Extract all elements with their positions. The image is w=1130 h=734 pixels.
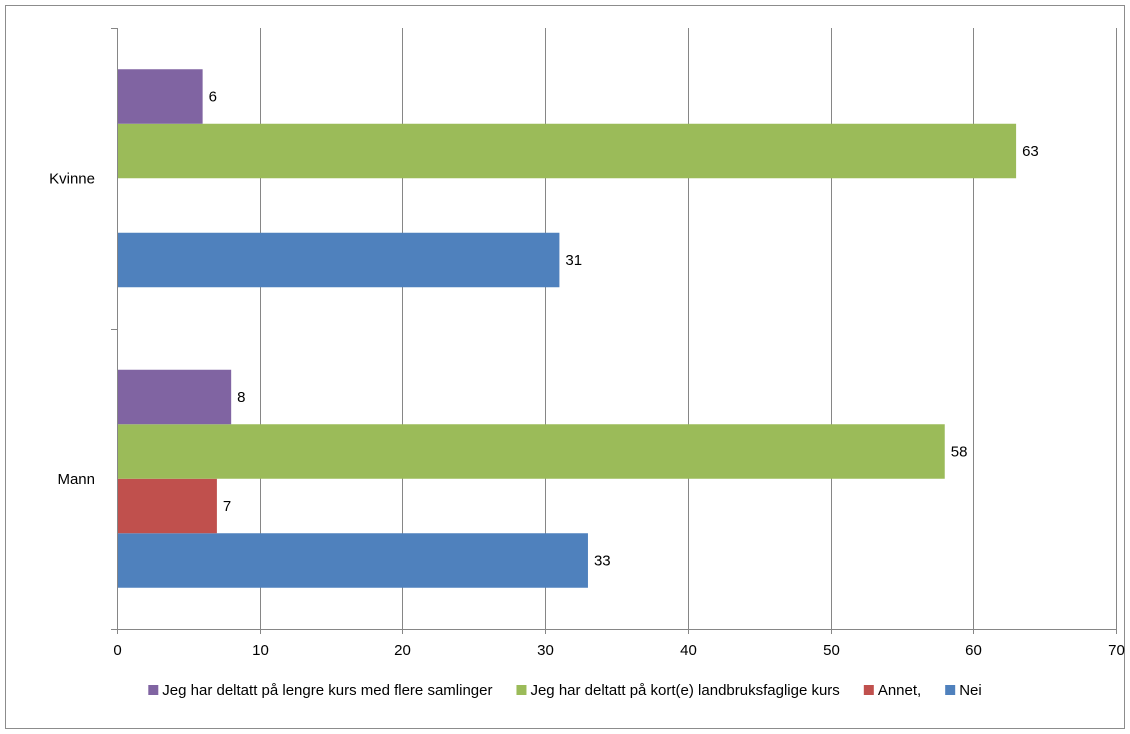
data-labels: 33 7 58 8 31 63 6	[209, 89, 1039, 570]
data-label: 58	[951, 444, 968, 461]
x-tick-label: 0	[113, 642, 121, 659]
category-label: Kvinne	[49, 170, 95, 187]
legend-label: Jeg har deltatt på kort(e) landbruksfagl…	[530, 682, 839, 699]
legend-label: Nei	[959, 682, 982, 699]
data-label: 31	[565, 252, 582, 269]
x-tick-label: 40	[680, 642, 697, 659]
bar	[118, 369, 232, 425]
bar	[118, 533, 588, 588]
data-label: 63	[1022, 143, 1039, 160]
x-tick-label: 70	[1108, 642, 1125, 659]
legend-swatch	[148, 685, 159, 695]
legend: Jeg har deltatt på lengre kurs med flere…	[148, 682, 982, 699]
x-tick-label: 10	[252, 642, 269, 659]
legend-swatch	[516, 685, 527, 695]
x-tick-label: 20	[394, 642, 411, 659]
x-tick-label: 50	[823, 642, 840, 659]
category-label: Mann	[57, 471, 95, 488]
legend-label: Annet,	[878, 682, 921, 699]
data-label: 7	[223, 498, 231, 515]
data-label: 6	[209, 89, 217, 106]
bar	[118, 232, 560, 288]
x-tick-label: 30	[537, 642, 554, 659]
bar	[118, 69, 203, 124]
legend-label: Jeg har deltatt på lengre kurs med flere…	[162, 682, 492, 699]
data-label: 33	[594, 553, 611, 570]
legend-swatch	[945, 685, 956, 695]
bar	[118, 123, 1017, 179]
axes: 0 10 20 30 40 50 60 70 Mann Kvinne	[49, 28, 1125, 659]
bar	[118, 478, 217, 534]
bars	[118, 69, 1017, 588]
data-label: 8	[237, 389, 245, 406]
bar	[118, 424, 945, 479]
legend-swatch	[863, 685, 874, 695]
x-tick-label: 60	[965, 642, 982, 659]
